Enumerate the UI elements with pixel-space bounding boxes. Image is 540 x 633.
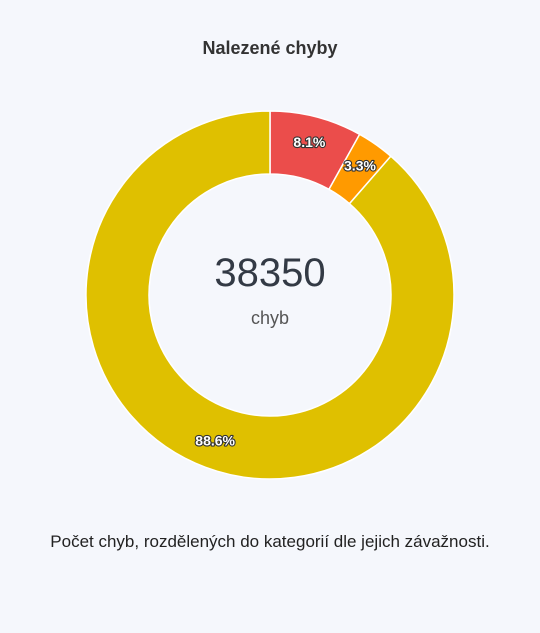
donut-svg: 8.1% 3.3% 88.6% 38350 chyb [85, 110, 455, 480]
slice-label-1: 8.1% [293, 134, 325, 150]
chart-caption: Počet chyb, rozdělených do kategorií dle… [50, 532, 490, 551]
center-unit: chyb [251, 308, 289, 328]
slice-labels: 8.1% 3.3% 88.6% [194, 133, 377, 449]
donut-slices [85, 110, 455, 480]
chart-title: Nalezené chyby [202, 38, 338, 58]
slice-label-3: 88.6% [195, 432, 235, 448]
center-total: 38350 [214, 251, 325, 295]
donut-slice-3[interactable] [85, 110, 455, 480]
slice-label-2: 3.3% [344, 158, 376, 174]
donut-chart: 8.1% 3.3% 88.6% 38350 chyb [75, 100, 465, 490]
